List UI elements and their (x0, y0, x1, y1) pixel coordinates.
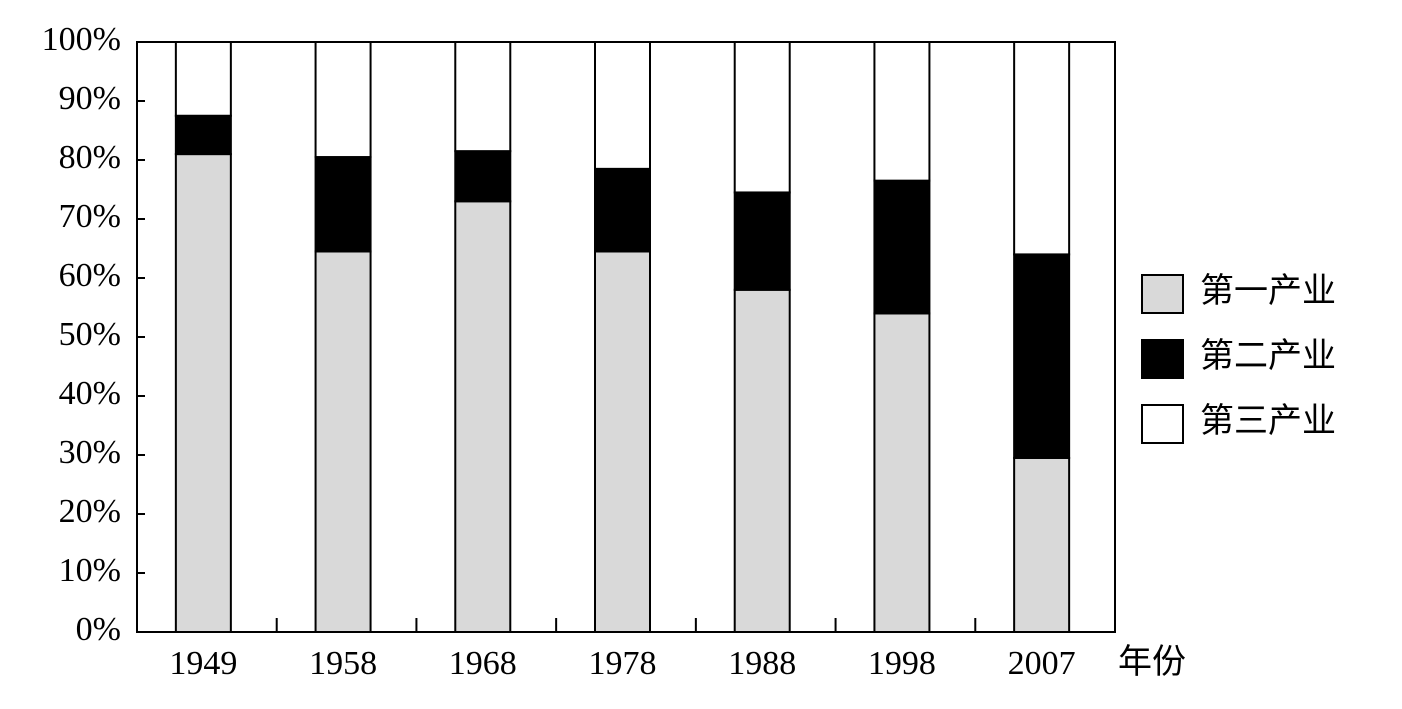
x-tick-label: 1949 (169, 645, 237, 682)
legend-swatch (1141, 404, 1184, 444)
bar-segment (873, 312, 931, 633)
x-tick-label: 1958 (309, 645, 377, 682)
plot-frame (136, 41, 1116, 633)
legend-swatch (1141, 339, 1184, 379)
y-tick-label: 0% (76, 611, 121, 648)
y-tick-label: 80% (59, 139, 121, 176)
y-tick-label: 60% (59, 257, 121, 294)
x-tick-label: 1978 (589, 645, 657, 682)
legend-swatch (1141, 274, 1184, 314)
bar-segment (314, 41, 372, 159)
y-tick-label: 50% (59, 316, 121, 353)
bar-segment (733, 288, 791, 633)
bar-segment (733, 191, 791, 291)
bar-segment (1013, 41, 1071, 256)
bar-segment (454, 150, 512, 203)
x-tick-label: 2007 (1008, 645, 1076, 682)
bar-segment (174, 114, 232, 156)
bar-segment (174, 41, 232, 117)
bar-segment (174, 153, 232, 633)
x-axis-label: 年份 (1118, 643, 1186, 681)
bar-segment (733, 41, 791, 194)
bar-segment (1013, 456, 1071, 634)
y-tick-label: 40% (59, 375, 121, 412)
y-tick-label: 90% (59, 80, 121, 117)
y-tick-label: 100% (42, 21, 121, 58)
legend-label: 第一产业 (1200, 272, 1336, 310)
bar-segment (454, 200, 512, 634)
legend-label: 第二产业 (1200, 337, 1336, 375)
y-tick-label: 20% (59, 493, 121, 530)
bar-segment (594, 167, 651, 253)
bar-segment (873, 41, 931, 182)
bar-segment (594, 250, 651, 633)
bar-segment (594, 41, 651, 170)
bar-segment (873, 179, 931, 315)
bar-segment (454, 41, 512, 153)
x-tick-label: 1968 (449, 645, 517, 682)
x-tick-label: 1988 (728, 645, 796, 682)
x-tick-label: 1998 (868, 645, 936, 682)
bar-segment (314, 156, 372, 253)
legend-label: 第三产业 (1200, 402, 1336, 440)
y-tick-label: 30% (59, 434, 121, 471)
y-tick-label: 10% (59, 552, 121, 589)
y-tick-label: 70% (59, 198, 121, 235)
bar-segment (1013, 253, 1071, 459)
bar-segment (314, 250, 372, 633)
